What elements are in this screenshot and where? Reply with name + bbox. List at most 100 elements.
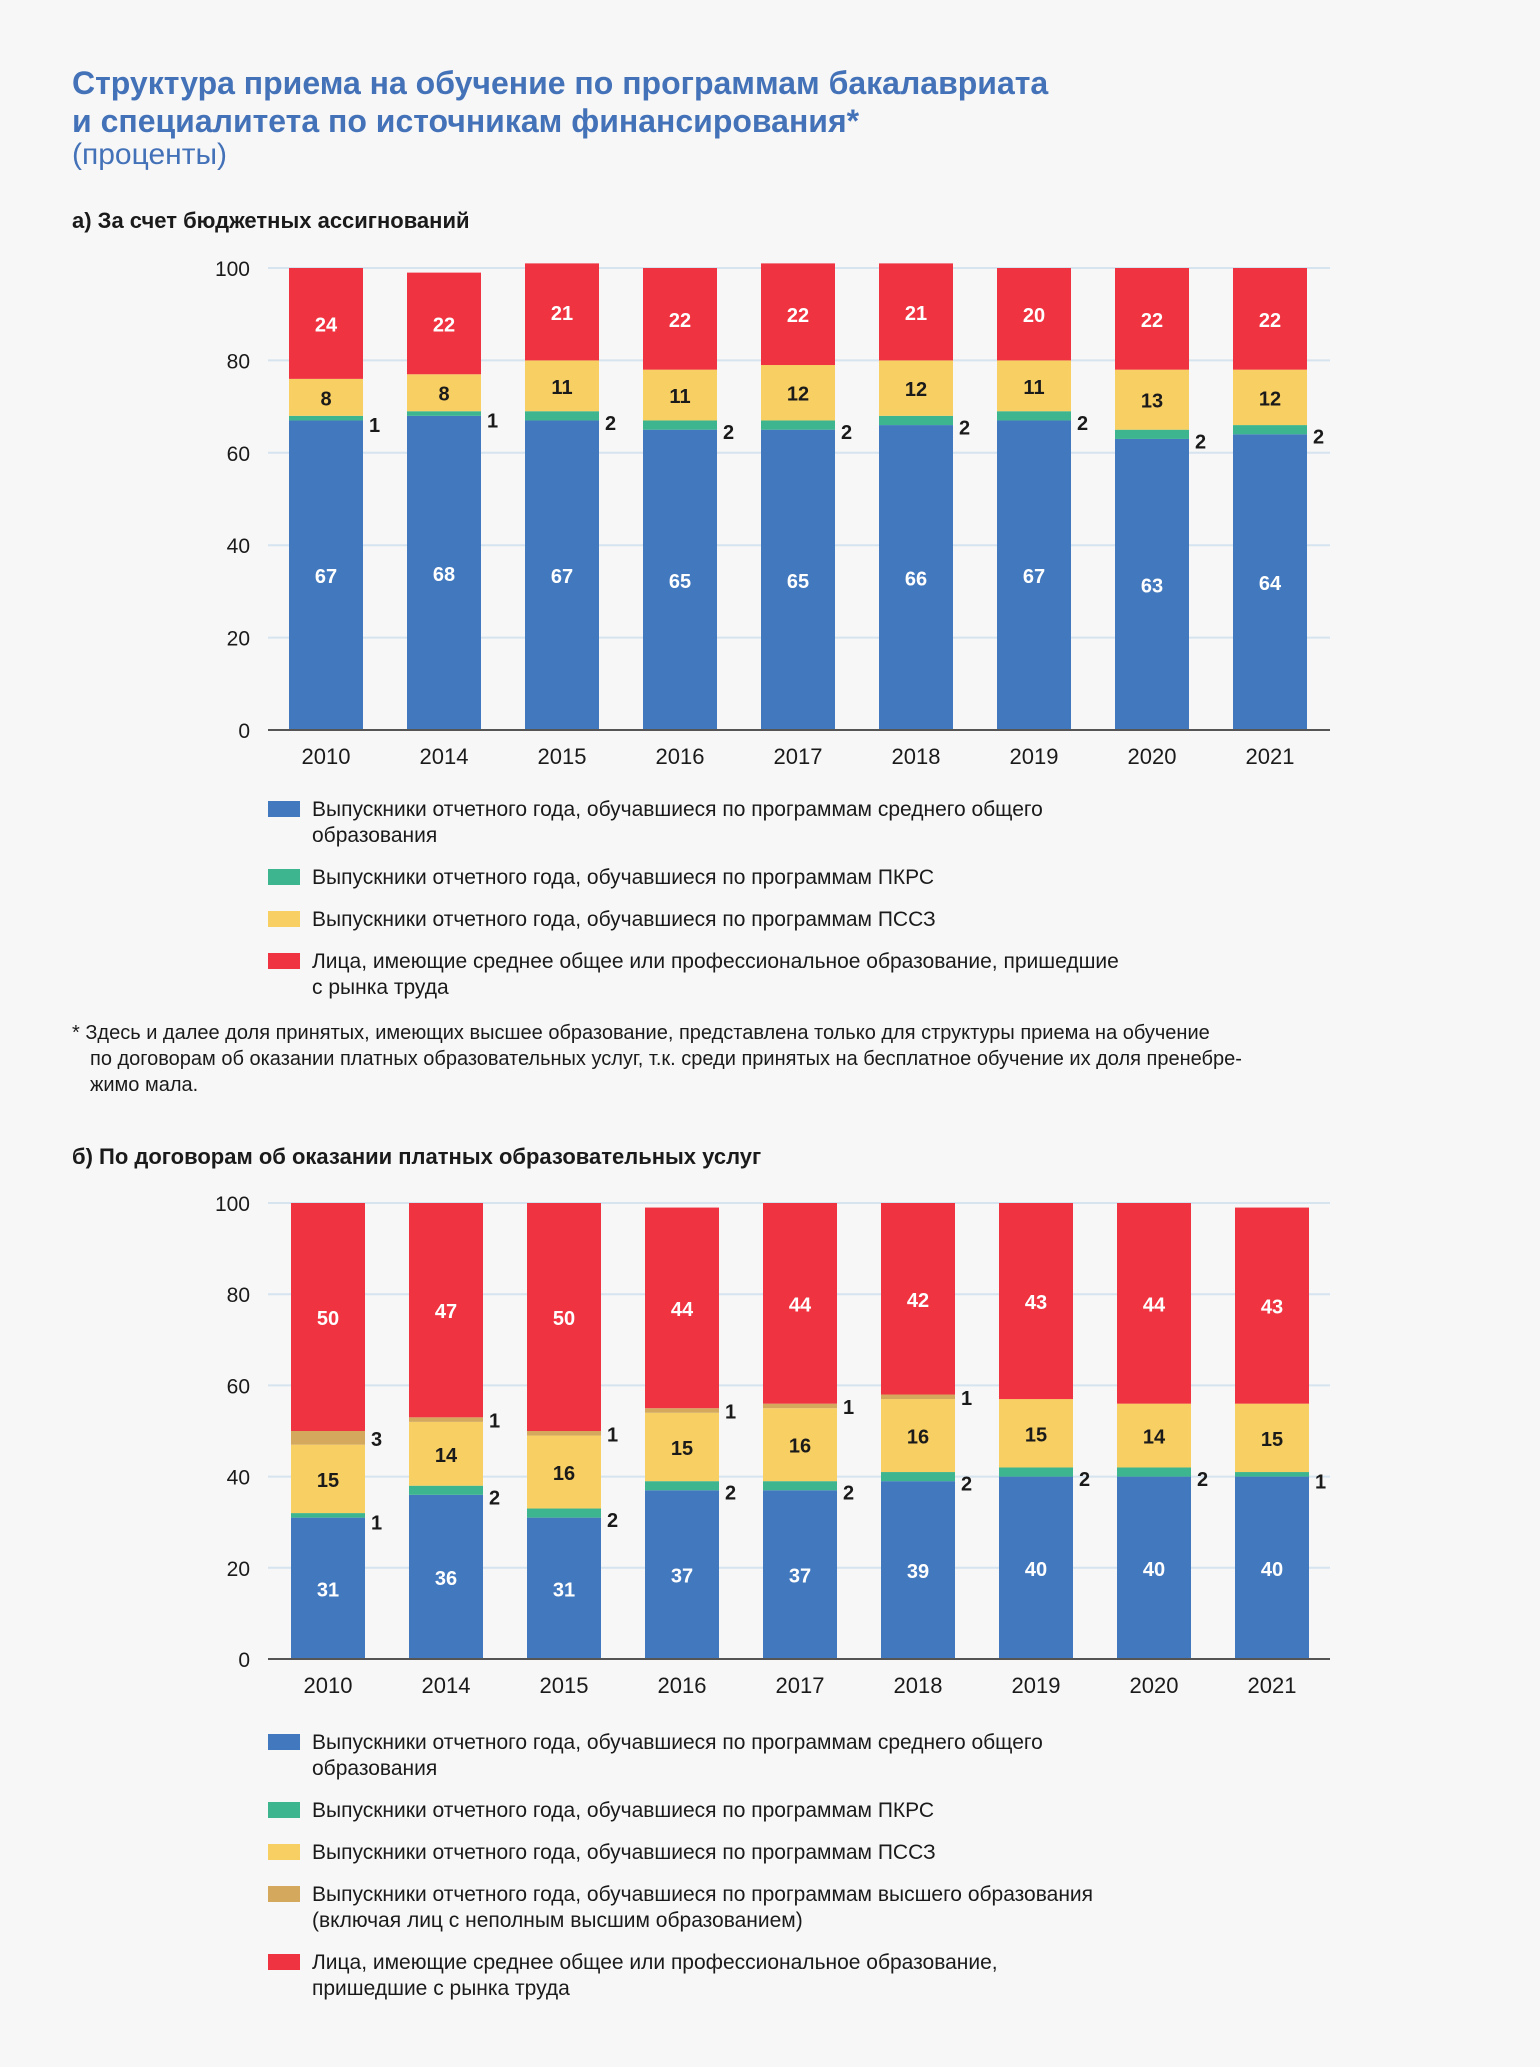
chart-b-bar-2018-series-1 — [881, 1472, 955, 1482]
chart-a-data-label: 2 — [959, 417, 970, 439]
chart-b-x-tick-label: 2018 — [894, 1673, 943, 1698]
chart-b-bar-2019-series-1 — [999, 1467, 1073, 1477]
chart-a-data-label: 21 — [551, 303, 573, 325]
chart-b-data-label: 42 — [907, 1290, 929, 1312]
chart-a-bar-2014-series-2 — [407, 374, 481, 412]
chart-b-y-tick-label: 100 — [215, 1193, 250, 1216]
chart-a-legend-label: Выпускники отчетного года, обучавшиеся п… — [312, 798, 1043, 847]
chart-b-data-label: 37 — [671, 1566, 693, 1588]
chart-b-bar-2016-series-4 — [645, 1207, 719, 1409]
chart-a-bar-2018-series-3 — [879, 263, 953, 361]
chart-a-bar-2016-series-0 — [643, 429, 717, 730]
chart-a-data-label: 2 — [723, 422, 734, 444]
chart-b-data-label: 15 — [317, 1470, 339, 1492]
chart-a-bar-2019-series-2 — [997, 360, 1071, 412]
chart-b-data-label: 39 — [907, 1561, 929, 1583]
chart-b-legend: Выпускники отчетного года, обучавшиеся п… — [268, 1730, 1268, 2018]
chart-b-data-label: 2 — [725, 1483, 736, 1505]
chart-a-data-label: 22 — [787, 305, 809, 327]
chart-a-legend-item: Выпускники отчетного года, обучавшиеся п… — [268, 797, 1268, 849]
chart-b-y-tick-label: 20 — [227, 1558, 250, 1581]
chart-a-data-label: 2 — [1077, 413, 1088, 435]
page-title: Структура приема на обучение по программ… — [72, 64, 1272, 140]
chart-b-x-tick-label: 2010 — [304, 1673, 353, 1698]
chart-b-y-tick-label: 80 — [227, 1284, 250, 1307]
chart-a-legend-item: Выпускники отчетного года, обучавшиеся п… — [268, 865, 1268, 891]
chart-b-bar-2016-series-1 — [645, 1481, 719, 1491]
chart-a-bar-2016-series-1 — [643, 420, 717, 430]
chart-b-bar-2018-series-3 — [881, 1394, 955, 1400]
chart-b-data-label: 1 — [725, 1401, 736, 1423]
chart-b-legend-label: Выпускники отчетного года, обучавшиеся п… — [312, 1731, 1043, 1780]
chart-a-data-label: 1 — [369, 415, 380, 437]
chart-b-legend-swatch — [268, 1734, 300, 1750]
chart-a-x-tick-label: 2018 — [892, 744, 941, 769]
chart-a-bar-2021-series-2 — [1233, 369, 1307, 426]
chart-b-data-label: 50 — [317, 1308, 339, 1330]
chart-b-legend-swatch — [268, 1954, 300, 1970]
chart-b-bar-2014-series-1 — [409, 1485, 483, 1495]
chart-a-x-tick-label: 2021 — [1246, 744, 1295, 769]
chart-b-bar-2010-series-3 — [291, 1431, 365, 1445]
chart-b-legend-label: Выпускники отчетного года, обучавшиеся п… — [312, 1841, 936, 1864]
chart-b-legend-item: Выпускники отчетного года, обучавшиеся п… — [268, 1882, 1268, 1934]
chart-a-data-label: 8 — [438, 384, 449, 406]
chart-b-data-label: 15 — [671, 1438, 693, 1460]
chart-b-bar-2018-series-4 — [881, 1203, 955, 1395]
chart-b-data-label: 40 — [1261, 1559, 1283, 1581]
chart-a-x-tick-label: 2020 — [1128, 744, 1177, 769]
chart-a-bar-2010-series-0 — [289, 420, 363, 730]
chart-a-bar-2015-series-3 — [525, 263, 599, 361]
chart-b-title: б) По договорам об оказании платных обра… — [72, 1144, 762, 1169]
chart-b-data-label: 1 — [843, 1397, 854, 1419]
chart-a-bar-2020-series-0 — [1115, 438, 1189, 730]
chart-a-data-label: 20 — [1023, 305, 1045, 327]
chart-a-data-label: 2 — [841, 422, 852, 444]
chart-a-data-label: 67 — [1023, 566, 1045, 588]
chart-b-data-label: 36 — [435, 1568, 457, 1590]
chart-b-bar-2020-series-4 — [1117, 1203, 1191, 1404]
chart-b-data-label: 16 — [907, 1427, 929, 1449]
chart-a-bar-2019-series-3 — [997, 268, 1071, 361]
chart-a-data-label: 68 — [433, 564, 455, 586]
chart-a-legend-item: Выпускники отчетного года, обучавшиеся п… — [268, 907, 1268, 933]
chart-a-data-label: 67 — [551, 566, 573, 588]
chart-a-legend-label: Выпускники отчетного года, обучавшиеся п… — [312, 908, 936, 931]
chart-a-bar-2016-series-2 — [643, 369, 717, 421]
chart-b-data-label: 16 — [789, 1436, 811, 1458]
page-title-line-2: и специалитета по источникам финансирова… — [72, 103, 860, 139]
chart-a-y-tick-label: 60 — [227, 443, 250, 466]
chart-b-bar-2019-series-0 — [999, 1476, 1073, 1659]
chart-b-bar-2010-series-1 — [291, 1513, 365, 1518]
chart-b-bar-2021-series-4 — [1235, 1207, 1309, 1404]
chart-a-bar-2014-series-1 — [407, 411, 481, 416]
chart-b-legend-swatch — [268, 1886, 300, 1902]
chart-a-data-label: 11 — [1023, 377, 1044, 399]
chart-b-y-tick-label: 60 — [227, 1375, 250, 1398]
chart-b-x-tick-label: 2020 — [1130, 1673, 1179, 1698]
chart-b-bar-2017-series-2 — [763, 1408, 837, 1482]
chart-b-bar-2021-series-0 — [1235, 1476, 1309, 1659]
chart-b-bar-2015-series-0 — [527, 1517, 601, 1659]
chart-b-data-label: 40 — [1143, 1559, 1165, 1581]
footnote: * Здесь и далее доля принятых, имеющих в… — [72, 1022, 1242, 1096]
chart-b-data-label: 2 — [1197, 1469, 1208, 1491]
chart-b-data-label: 31 — [553, 1579, 575, 1601]
chart-b-legend-item: Выпускники отчетного года, обучавшиеся п… — [268, 1730, 1268, 1782]
chart-b-legend-label: Лица, имеющие среднее общее или професси… — [312, 1951, 998, 2000]
chart-b-data-label: 50 — [553, 1308, 575, 1330]
chart-a-bar-2017-series-1 — [761, 420, 835, 430]
chart-b-bar-2020-series-0 — [1117, 1476, 1191, 1659]
chart-b-bar-2010-series-4 — [291, 1203, 365, 1431]
chart-b-data-label: 2 — [607, 1510, 618, 1532]
chart-a-bar-2020-series-2 — [1115, 369, 1189, 430]
chart-b-bar-2015-series-1 — [527, 1508, 601, 1518]
chart-b-data-label: 37 — [789, 1566, 811, 1588]
chart-b-data-label: 43 — [1025, 1292, 1047, 1314]
chart-a-data-label: 11 — [551, 377, 572, 399]
chart-b-x-tick-label: 2016 — [658, 1673, 707, 1698]
chart-a-bar-2017-series-0 — [761, 429, 835, 730]
chart-a-bar-2019-series-0 — [997, 420, 1071, 730]
chart-b-bar-2015-series-3 — [527, 1431, 601, 1436]
chart-b-data-label: 44 — [789, 1294, 812, 1316]
